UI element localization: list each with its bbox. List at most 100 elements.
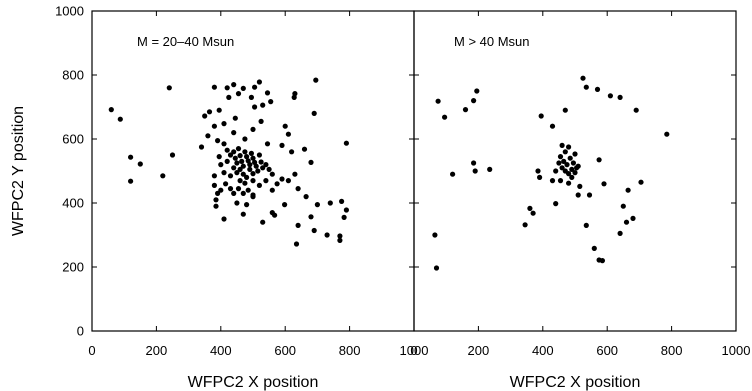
scatter-point (559, 165, 565, 171)
x-tick-label: 400 (532, 343, 554, 358)
scatter-point (553, 201, 559, 207)
scatter-point (211, 123, 217, 129)
scatter-point (308, 214, 314, 220)
scatter-point (231, 165, 237, 171)
scatter-point (213, 203, 219, 209)
scatter-point (527, 205, 533, 211)
scatter-point (253, 163, 259, 169)
scatter-point (337, 233, 343, 239)
scatter-point (327, 200, 333, 206)
scatter-point (223, 181, 229, 187)
scatter-point (242, 136, 248, 142)
scatter-point (245, 187, 251, 193)
scatter-point (583, 222, 589, 228)
scatter-point (211, 182, 217, 188)
scatter-point (234, 160, 240, 166)
scatter-point (562, 107, 568, 113)
scatter-point (266, 166, 272, 172)
right-panel: 0 200 400 600 800 1000 M > 40 Msun WFPC2 X po… (410, 10, 750, 391)
scatter-point (224, 85, 230, 91)
right-panel-annotation: M > 40 Msun (454, 34, 530, 49)
scatter-point (471, 98, 477, 104)
scatter-point (224, 147, 230, 153)
scatter-point (664, 131, 670, 137)
scatter-point (337, 237, 343, 243)
scatter-point (530, 210, 536, 216)
scatter-point (231, 130, 237, 136)
x-tick-label: 0 (88, 343, 95, 358)
x-tick-label: 1000 (400, 343, 429, 358)
scatter-point (572, 170, 578, 176)
scatter-point (569, 174, 575, 180)
y-axis-title: WFPC2 Y position (10, 106, 27, 236)
left-y-axis: 0 200 400 600 800 1000 (55, 4, 414, 339)
scatter-point (566, 144, 572, 150)
scatter-point (160, 173, 166, 179)
scatter-point (231, 82, 237, 88)
scatter-point (339, 198, 345, 204)
scatter-point (240, 171, 246, 177)
scatter-point (240, 85, 246, 91)
scatter-point (221, 216, 227, 222)
scatter-point (247, 162, 253, 168)
scatter-point (599, 258, 606, 264)
x-tick-label: 400 (210, 343, 232, 358)
scatter-point (537, 174, 543, 180)
scatter-point (567, 155, 573, 161)
x-tick-label: 200 (146, 343, 168, 358)
right-plot-frame (413, 10, 737, 332)
right-x-axis: 0 200 400 600 800 1000 (410, 11, 750, 358)
scatter-point (285, 131, 291, 137)
scatter-point (295, 186, 301, 192)
scatter-point (279, 142, 285, 148)
scatter-point (237, 178, 243, 184)
scatter-point (462, 107, 469, 113)
scatter-point (285, 178, 291, 184)
scatter-point (522, 222, 528, 228)
scatter-point (260, 219, 266, 225)
scatter-point (166, 85, 172, 91)
scatter-point (260, 165, 266, 171)
scatter-point (231, 190, 237, 196)
scatter-point (218, 187, 224, 193)
scatter-point (583, 84, 589, 90)
scatter-point (221, 170, 227, 176)
scatter-point (237, 153, 243, 159)
scatter-point (272, 212, 278, 218)
y-tick-label: 1000 (55, 4, 84, 19)
scatter-point (198, 144, 205, 150)
scatter-point (269, 171, 275, 177)
scatter-point (227, 152, 234, 158)
scatter-point (240, 163, 246, 169)
scatter-point (234, 170, 240, 176)
scatter-point (471, 160, 477, 166)
scatter-point (291, 94, 297, 100)
scatter-point (538, 113, 544, 119)
scatter-point (450, 171, 456, 177)
scatter-point (244, 174, 250, 180)
scatter-point (577, 183, 583, 189)
scatter-point (232, 155, 238, 161)
scatter-point (564, 162, 570, 168)
scatter-point (474, 88, 480, 94)
scatter-point (211, 84, 217, 90)
left-scatter-points (108, 77, 349, 247)
scatter-point (535, 168, 541, 174)
scatter-point (487, 166, 493, 172)
scatter-point (242, 180, 248, 186)
scatter-point (268, 99, 274, 105)
scatter-point (263, 162, 269, 168)
scatter-point (630, 215, 636, 221)
scatter-point (215, 190, 221, 196)
scatter-point (279, 176, 285, 182)
scatter-point (234, 200, 240, 206)
scatter-point (435, 98, 441, 104)
scatter-point (324, 232, 330, 238)
x-tick-label: 600 (596, 343, 618, 358)
scatter-point (250, 194, 256, 200)
scatter-point (442, 114, 448, 120)
scatter-point (594, 86, 601, 92)
y-tick-label: 0 (77, 324, 84, 339)
scatter-point (561, 158, 567, 164)
